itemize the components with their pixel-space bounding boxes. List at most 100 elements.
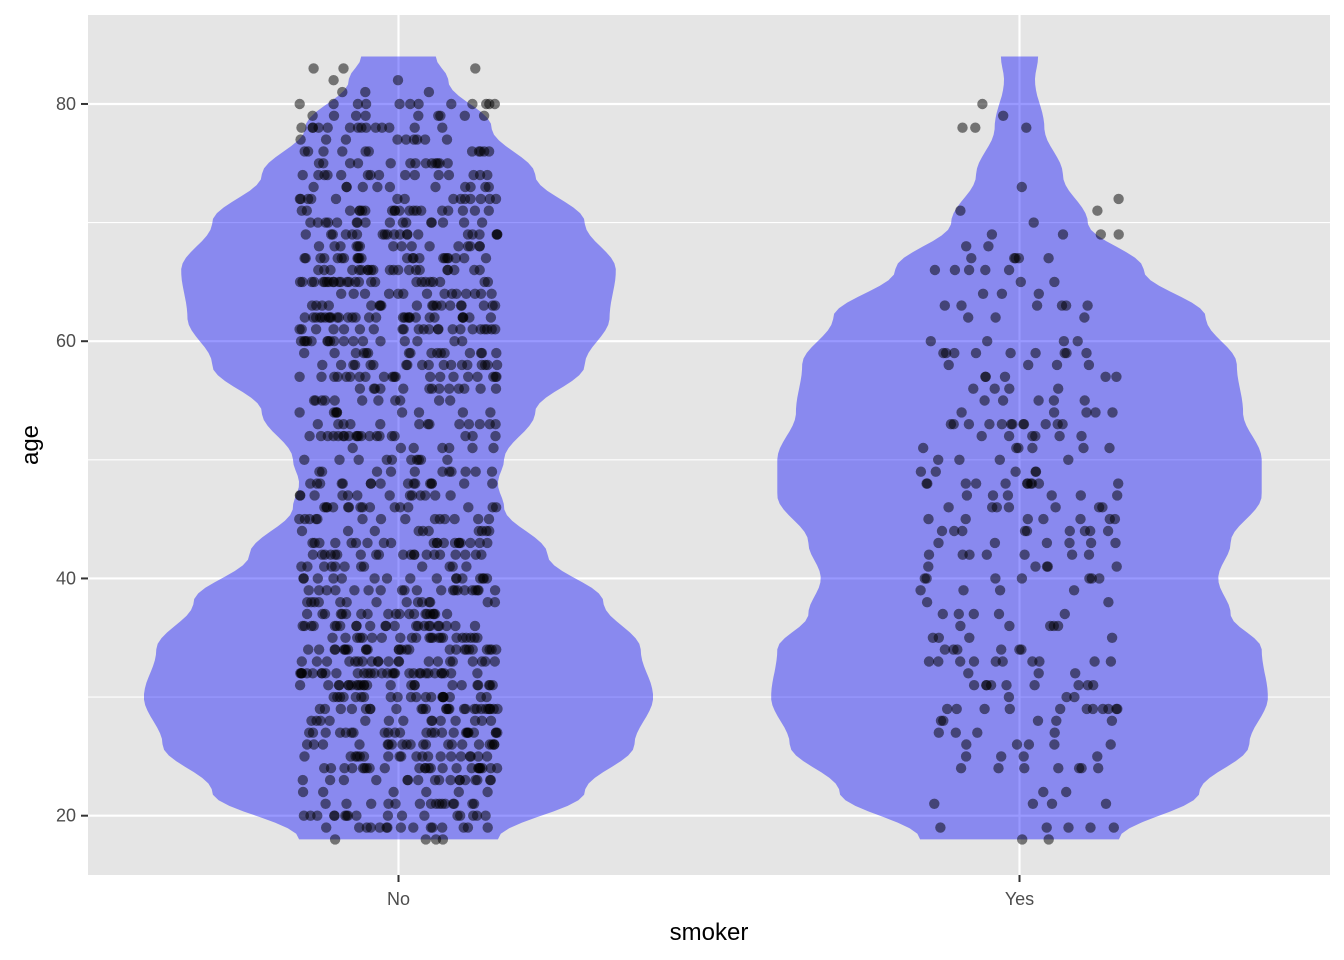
data-point-yes [949, 347, 960, 359]
data-point-no [476, 217, 488, 228]
data-point-no [455, 751, 467, 762]
data-point-no [449, 513, 460, 525]
data-point-no [320, 134, 332, 145]
data-point-no [318, 146, 329, 157]
data-point-yes [997, 656, 1008, 667]
data-point-no [299, 312, 310, 323]
data-point-no [399, 336, 410, 347]
data-point-yes [990, 573, 1001, 584]
data-point-no [445, 395, 456, 406]
data-point-no [448, 798, 459, 809]
data-point-no [396, 751, 407, 762]
y-axis: 20 40 60 80 [56, 94, 88, 826]
data-point-no [329, 810, 340, 821]
data-point-no [363, 585, 374, 596]
data-point-yes [1041, 537, 1053, 549]
data-point-yes [923, 513, 934, 525]
data-point-no [445, 774, 456, 786]
data-point-no [491, 347, 502, 359]
data-point-no [328, 98, 339, 110]
data-point-yes [925, 336, 936, 347]
data-point-no [405, 98, 416, 110]
data-point-yes [1078, 442, 1089, 454]
data-point-no [447, 656, 458, 667]
data-point-no [355, 549, 366, 560]
data-point-no [404, 668, 415, 679]
data-point-no [300, 336, 311, 347]
data-point-no [430, 181, 441, 193]
data-point-no [391, 703, 402, 715]
data-point-no [338, 419, 349, 430]
data-point-yes [1016, 573, 1028, 584]
data-point-no [384, 490, 395, 501]
data-point-no [447, 680, 458, 691]
data-point-no [469, 205, 481, 216]
data-point-no [460, 549, 471, 560]
data-point-no [398, 383, 409, 394]
data-point-yes [1063, 454, 1074, 465]
data-point-yes [1021, 122, 1032, 133]
data-point-no [428, 300, 439, 311]
data-point-no [411, 585, 423, 596]
data-point-no [316, 466, 328, 477]
data-point-no [457, 407, 469, 418]
data-point-no [420, 668, 432, 679]
data-point-no [356, 561, 367, 572]
data-point-no [357, 395, 368, 406]
data-point-no [467, 798, 478, 809]
data-point-no [471, 810, 483, 821]
data-point-no [453, 241, 464, 252]
data-point-no [316, 395, 328, 406]
data-point-yes [923, 561, 934, 572]
data-point-no [461, 632, 472, 643]
data-point-no [431, 573, 442, 584]
data-point-yes [1019, 549, 1030, 560]
data-point-yes [1108, 822, 1120, 833]
data-point-no [373, 169, 385, 181]
data-point-yes [1013, 253, 1025, 264]
data-point-yes [921, 573, 932, 584]
data-point-no [450, 253, 461, 264]
data-point-no [490, 383, 502, 394]
data-point-no [463, 419, 475, 430]
data-point-yes [1063, 822, 1074, 833]
data-point-no [389, 620, 400, 632]
data-point-no [485, 763, 496, 774]
data-point-no [474, 537, 485, 549]
data-point-yes [1057, 229, 1069, 240]
data-point-no [450, 715, 461, 726]
data-point-yes [987, 490, 999, 501]
data-point-no [337, 146, 348, 157]
data-point-no [445, 490, 456, 501]
data-point-no [395, 442, 407, 454]
y-tick-label: 80 [56, 94, 76, 114]
data-point-no [341, 798, 352, 809]
data-point-no [413, 110, 424, 122]
data-point-no [492, 229, 503, 240]
data-point-yes [1019, 525, 1031, 537]
data-point-no [409, 680, 420, 691]
data-point-yes [1003, 430, 1015, 442]
data-point-no [470, 549, 482, 560]
data-point-yes [1045, 620, 1056, 632]
data-point-no [388, 786, 399, 798]
data-point-no [376, 632, 387, 643]
data-point-yes [986, 229, 998, 240]
data-point-yes [1112, 490, 1123, 501]
data-point-no [476, 656, 488, 667]
data-point-no [481, 525, 492, 537]
data-point-no [404, 312, 415, 323]
data-point-no [474, 169, 486, 181]
data-point-no [489, 739, 500, 750]
data-point-no [429, 312, 440, 323]
data-point-yes [935, 822, 946, 833]
data-point-no [371, 597, 382, 608]
data-point-no [433, 110, 444, 122]
data-point-yes [1093, 763, 1104, 774]
data-point-yes [960, 751, 972, 762]
data-point-no [483, 205, 494, 216]
data-point-no [470, 466, 481, 477]
data-point-no [485, 312, 497, 323]
data-point-no [429, 549, 440, 560]
data-point-no [463, 502, 474, 513]
